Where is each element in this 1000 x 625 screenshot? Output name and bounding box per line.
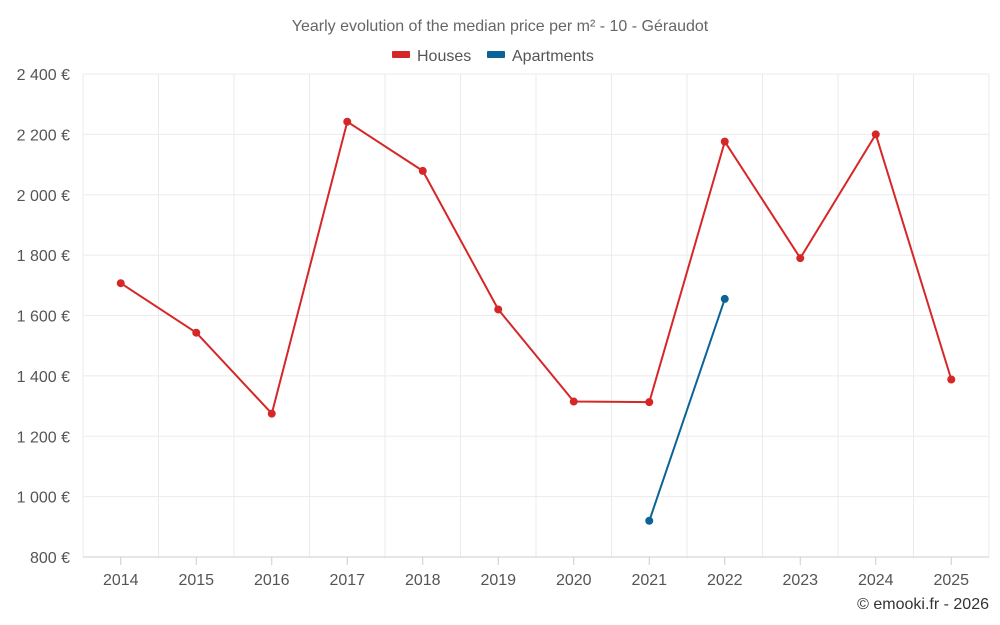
y-tick-label: 1 000 € xyxy=(17,490,70,507)
legend-swatch-apartments[interactable] xyxy=(487,51,505,58)
series-apartments xyxy=(645,294,729,525)
series-line-houses xyxy=(120,120,953,415)
y-tick-label: 2 000 € xyxy=(17,188,70,205)
data-point-apartments-2021[interactable] xyxy=(645,516,654,525)
y-tick-label: 1 200 € xyxy=(17,429,70,446)
x-tick-label: 2024 xyxy=(858,572,894,589)
x-tick-label: 2015 xyxy=(178,572,214,589)
data-point-houses-2023[interactable] xyxy=(796,254,805,263)
y-tick-label: 1 600 € xyxy=(17,309,70,326)
y-axis: 800 € 1 000 € 1 200 € 1 400 € 1 600 € 1 800 €… xyxy=(17,67,70,567)
data-point-houses-2025[interactable] xyxy=(947,375,956,384)
series-line-apartments xyxy=(648,298,726,522)
x-tick-label: 2018 xyxy=(405,572,441,589)
y-tick-label: 800 € xyxy=(30,550,70,567)
x-tick-label: 2017 xyxy=(329,572,365,589)
y-tick-label: 1 800 € xyxy=(17,248,70,265)
x-tick-label: 2023 xyxy=(782,572,818,589)
data-point-houses-2021[interactable] xyxy=(645,398,654,407)
data-point-houses-2019[interactable] xyxy=(494,305,503,314)
x-tick-label: 2020 xyxy=(556,572,592,589)
series-houses xyxy=(116,117,956,418)
data-point-houses-2024[interactable] xyxy=(871,130,880,139)
y-tick-label: 1 400 € xyxy=(17,369,70,386)
x-tick-label: 2025 xyxy=(933,572,969,589)
x-tick-label: 2014 xyxy=(103,572,139,589)
legend: Houses Apartments xyxy=(392,48,594,65)
x-axis: 2014 2015 2016 2017 2018 2019 2020 2021 2022 2023… xyxy=(83,556,989,589)
x-tick-label: 2022 xyxy=(707,572,743,589)
legend-swatch-houses[interactable] xyxy=(392,51,410,58)
data-point-houses-2014[interactable] xyxy=(116,279,125,288)
legend-label-houses[interactable]: Houses xyxy=(417,48,471,65)
series-layer xyxy=(116,117,956,525)
x-tick-label: 2019 xyxy=(480,572,516,589)
credit-text: © emooki.fr - 2026 xyxy=(857,596,989,613)
y-tick-label: 2 400 € xyxy=(17,67,70,84)
data-point-apartments-2022[interactable] xyxy=(720,294,729,303)
data-point-houses-2020[interactable] xyxy=(569,397,578,406)
x-tick-label: 2021 xyxy=(631,572,667,589)
data-point-houses-2018[interactable] xyxy=(418,166,427,175)
data-point-houses-2016[interactable] xyxy=(267,409,276,418)
data-point-houses-2015[interactable] xyxy=(192,328,201,337)
y-tick-label: 2 200 € xyxy=(17,127,70,144)
legend-label-apartments[interactable]: Apartments xyxy=(512,48,594,65)
x-tick-label: 2016 xyxy=(254,572,290,589)
chart-title: Yearly evolution of the median price per… xyxy=(292,18,709,35)
grid xyxy=(82,73,990,557)
data-point-houses-2017[interactable] xyxy=(343,117,352,126)
data-point-houses-2022[interactable] xyxy=(720,137,729,146)
